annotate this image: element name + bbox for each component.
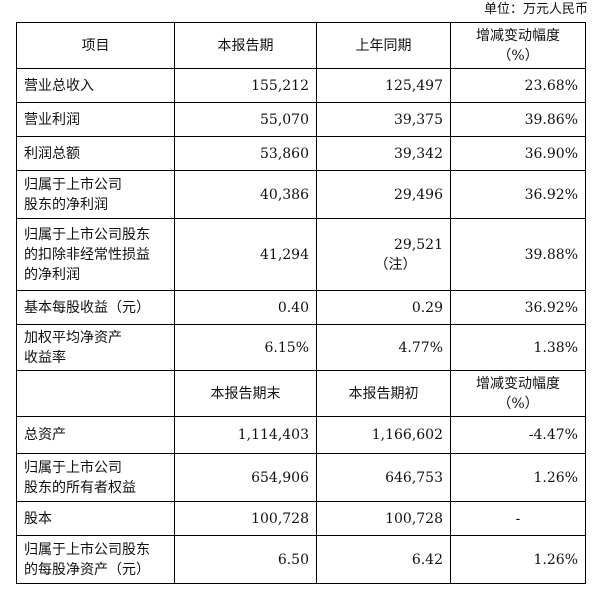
current-value: 53,860 <box>174 136 317 171</box>
prior-value: 646,753 <box>316 453 451 502</box>
header-change-line1: 增减变动幅度 <box>476 27 560 44</box>
table-row: 营业总收入 155,212 125,497 23.68% <box>16 68 586 103</box>
table-header-row-balance: 本报告期末 本报告期初 增减变动幅度 （%） <box>16 370 586 417</box>
row-label: 归属于上市公司 股东的所有者权益 <box>16 453 175 502</box>
change-value: 36.90% <box>450 136 586 171</box>
row-label-line: 归属于上市公司 <box>24 459 122 476</box>
header-current-period: 本报告期 <box>174 22 317 69</box>
table-row: 营业利润 55,070 39,375 39.86% <box>16 102 586 137</box>
row-label-line: 加权平均净资产 <box>24 329 122 346</box>
table-row: 基本每股收益（元） 0.40 0.29 36.92% <box>16 290 586 325</box>
table-row: 利润总额 53,860 39,342 36.90% <box>16 136 586 171</box>
current-value: 6.15% <box>174 324 317 371</box>
row-label-line: 的净利润 <box>24 266 80 283</box>
change-value: 23.68% <box>450 68 586 103</box>
table-header-row-period: 项目 本报告期 上年同期 增减变动幅度 （%） <box>16 22 586 69</box>
header-change-line2: （%） <box>497 47 539 64</box>
row-label: 利润总额 <box>16 136 175 171</box>
row-label-line: 利润总额 <box>24 145 80 162</box>
header-item: 项目 <box>16 22 175 69</box>
row-label: 归属于上市公司 股东的净利润 <box>16 170 175 219</box>
header-prior-year-period: 上年同期 <box>316 22 451 69</box>
row-label-line: 营业总收入 <box>24 77 94 94</box>
row-label: 总资产 <box>16 416 175 454</box>
current-value: 155,212 <box>174 68 317 103</box>
header-change-line1: 增减变动幅度 <box>476 375 560 392</box>
prior-value: 100,728 <box>316 501 451 536</box>
change-value: - <box>450 501 586 536</box>
current-value: 6.50 <box>174 535 317 584</box>
current-value: 55,070 <box>174 102 317 137</box>
prior-value-number: 29,521 <box>394 236 443 253</box>
row-label: 营业总收入 <box>16 68 175 103</box>
row-label-line: 基本每股收益（元） <box>24 299 150 316</box>
change-value: 36.92% <box>450 170 586 219</box>
row-label-line: 收益率 <box>24 349 66 366</box>
change-value: 1.26% <box>450 453 586 502</box>
table-row: 归属于上市公司股东 的每股净资产（元） 6.50 6.42 1.26% <box>16 535 586 584</box>
row-label-line: 归属于上市公司 <box>24 176 122 193</box>
prior-value: 6.42 <box>316 535 451 584</box>
row-label: 归属于上市公司股东 的扣除非经常性损益 的净利润 <box>16 218 175 291</box>
row-label: 归属于上市公司股东 的每股净资产（元） <box>16 535 175 584</box>
period-results-body: 营业总收入 155,212 125,497 23.68% 营业利润 55,070 39,37… <box>16 68 586 371</box>
current-value: 100,728 <box>174 501 317 536</box>
current-value: 40,386 <box>174 170 317 219</box>
change-value: 1.38% <box>450 324 586 371</box>
table-row: 归属于上市公司 股东的净利润 40,386 29,496 36.92% <box>16 170 586 219</box>
prior-value: 4.77% <box>316 324 451 371</box>
change-value: 39.88% <box>450 218 586 291</box>
current-value: 0.40 <box>174 290 317 325</box>
financial-summary-table: 项目 本报告期 上年同期 增减变动幅度 （%） 营业总收入 155,212 125,… <box>16 22 586 584</box>
prior-value-note: （注） <box>374 256 417 273</box>
header-change-rate: 增减变动幅度 （%） <box>450 22 586 69</box>
prior-value: 29,521 （注） <box>316 218 451 291</box>
row-label-line: 股本 <box>24 510 52 527</box>
row-label-line: 归属于上市公司股东 <box>24 226 150 243</box>
current-value: 1,114,403 <box>174 416 317 454</box>
prior-value: 1,166,602 <box>316 416 451 454</box>
header-change-rate: 增减变动幅度 （%） <box>450 370 586 417</box>
row-label-line: 股东的所有者权益 <box>24 479 136 496</box>
prior-value: 39,342 <box>316 136 451 171</box>
row-label: 基本每股收益（元） <box>16 290 175 325</box>
table-row: 归属于上市公司 股东的所有者权益 654,906 646,753 1.26% <box>16 453 586 502</box>
row-label: 股本 <box>16 501 175 536</box>
prior-value: 39,375 <box>316 102 451 137</box>
header-change-line2: （%） <box>497 395 539 412</box>
prior-value: 0.29 <box>316 290 451 325</box>
change-value: 1.26% <box>450 535 586 584</box>
table-row: 股本 100,728 100,728- <box>16 501 586 536</box>
header-item-blank <box>16 370 175 417</box>
row-label-line: 营业利润 <box>24 111 80 128</box>
row-label-line: 股东的净利润 <box>24 196 108 213</box>
row-label-line: 总资产 <box>24 427 66 443</box>
table-row: 加权平均净资产 收益率 6.15% 4.77% 1.38% <box>16 324 586 371</box>
table-row: 归属于上市公司股东 的扣除非经常性损益 的净利润 41,294 29,521 （注） 39.… <box>16 218 586 291</box>
header-period-end: 本报告期末 <box>174 370 317 417</box>
current-value: 41,294 <box>174 218 317 291</box>
table-row: 总资产 1,114,403 1,166,602 -4.47% <box>16 416 586 454</box>
unit-label: 单位：万元人民币 <box>483 2 588 17</box>
row-label-line: 的每股净资产（元） <box>24 561 150 578</box>
balance-results-body: 总资产 1,114,403 1,166,602 -4.47% 归属于上市公司 股东的所有者… <box>16 416 586 584</box>
row-label: 营业利润 <box>16 102 175 137</box>
change-value: -4.47% <box>450 416 586 454</box>
header-period-start: 本报告期初 <box>316 370 451 417</box>
row-label: 加权平均净资产 收益率 <box>16 324 175 371</box>
change-value: 39.86% <box>450 102 586 137</box>
prior-value: 125,497 <box>316 68 451 103</box>
row-label-line: 归属于上市公司股东 <box>24 541 150 558</box>
prior-value: 29,496 <box>316 170 451 219</box>
change-value: 36.92% <box>450 290 586 325</box>
row-label-line: 的扣除非经常性损益 <box>24 246 150 263</box>
current-value: 654,906 <box>174 453 317 502</box>
